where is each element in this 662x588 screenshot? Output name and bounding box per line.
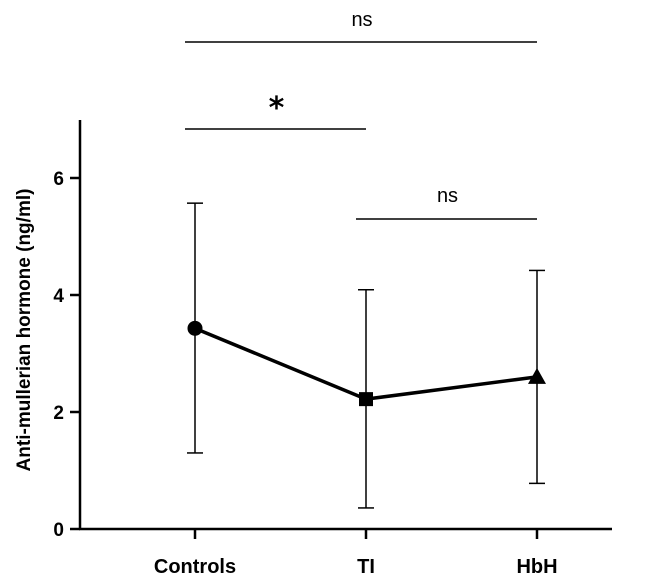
markers — [187, 320, 546, 407]
marker-circle — [187, 320, 203, 336]
x-tick-label: Controls — [154, 556, 236, 578]
axes: 0 2 4 6 Controls TI HbH — [53, 120, 612, 578]
x-tick-label: HbH — [516, 556, 557, 578]
significance-label: * — [269, 91, 285, 126]
significance-brackets: ns * ns — [185, 9, 537, 220]
error-bars — [187, 202, 545, 509]
marker-square — [359, 392, 373, 407]
y-tick-label: 2 — [53, 403, 64, 424]
x-tick-label: TI — [357, 556, 375, 578]
y-tick-label: 6 — [53, 169, 64, 190]
y-tick-label: 4 — [53, 286, 64, 307]
marker-triangle — [528, 367, 546, 384]
significance-label: ns — [351, 9, 372, 31]
y-axis-label: Anti-mullerian hormone (ng/ml) — [14, 189, 35, 472]
y-tick-label: 0 — [53, 520, 64, 541]
significance-label: ns — [437, 185, 458, 207]
